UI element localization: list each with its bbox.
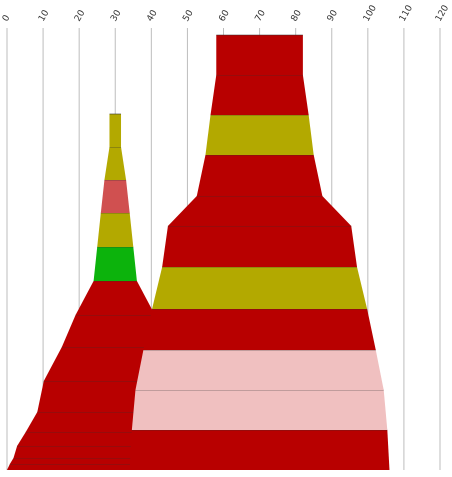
x-tick-label-90: 90 xyxy=(326,8,341,23)
stack-1-segment-10 xyxy=(93,247,137,281)
stack-2 xyxy=(129,34,390,470)
x-axis-ticks: 0 10 20 30 40 50 60 70 80 90 100 110 120 xyxy=(1,3,451,23)
stack-2-segment-4 xyxy=(143,309,376,350)
stack-1-segment-8 xyxy=(61,315,169,347)
stack-2-segment-7 xyxy=(167,196,352,226)
stack-1-segment-9 xyxy=(75,281,155,315)
stack-2-segment-3 xyxy=(135,350,384,390)
x-tick-label-40: 40 xyxy=(145,8,160,23)
x-tick-label-100: 100 xyxy=(362,3,379,23)
x-tick-label-120: 120 xyxy=(434,3,451,23)
x-tick-label-60: 60 xyxy=(217,8,232,23)
stack-2-segment-10 xyxy=(210,75,309,115)
x-tick-label-50: 50 xyxy=(181,8,196,23)
stack-2-segment-1 xyxy=(129,430,390,470)
stack-1-segment-13 xyxy=(104,147,127,180)
stacks xyxy=(7,34,390,470)
stack-2-segment-5 xyxy=(152,267,368,309)
x-tick-label-80: 80 xyxy=(290,8,305,23)
stack-2-segment-6 xyxy=(162,226,358,267)
x-tick-label-20: 20 xyxy=(73,8,88,23)
stack-2-segment-8 xyxy=(196,155,323,196)
stack-1-segment-14 xyxy=(109,114,122,147)
x-tick-label-70: 70 xyxy=(254,8,269,23)
stack-2-segment-11 xyxy=(216,35,303,75)
stack-1-segment-11 xyxy=(97,213,134,247)
x-tick-label-10: 10 xyxy=(37,8,52,23)
x-tick-label-30: 30 xyxy=(109,8,124,23)
stack-2-segment-2 xyxy=(131,390,388,430)
x-tick-label-0: 0 xyxy=(1,13,13,23)
stack-2-segment-9 xyxy=(205,115,314,155)
stack-1-segment-12 xyxy=(100,180,130,213)
x-tick-label-110: 110 xyxy=(398,3,415,23)
